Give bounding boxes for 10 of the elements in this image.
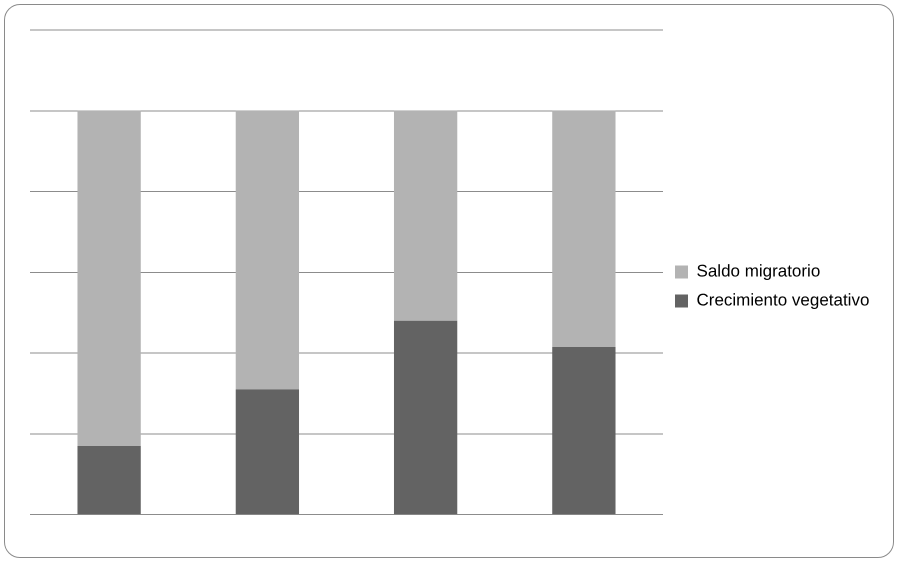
bar	[236, 110, 300, 390]
bar	[77, 446, 141, 514]
bar	[236, 389, 300, 514]
bar	[552, 110, 616, 348]
bar	[77, 110, 141, 446]
legend-label: Saldo migratorio	[696, 262, 820, 281]
bar	[552, 347, 616, 514]
legend-label: Crecimiento vegetativo	[696, 290, 870, 310]
bar	[394, 320, 458, 514]
bar	[394, 110, 458, 321]
